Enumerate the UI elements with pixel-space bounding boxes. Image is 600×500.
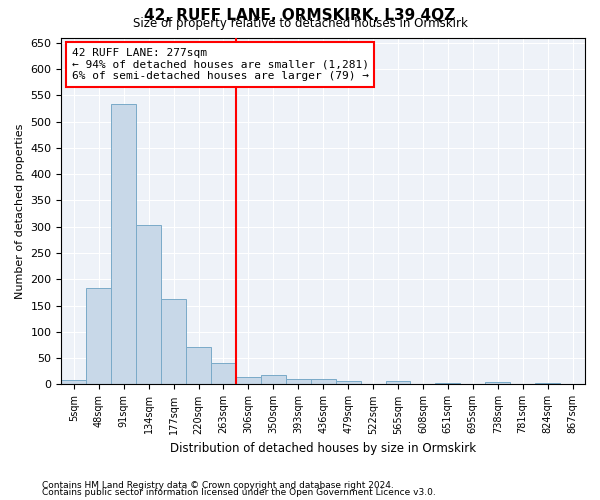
Bar bbox=[136, 225, 161, 384]
Text: Size of property relative to detached houses in Ormskirk: Size of property relative to detached ho… bbox=[133, 18, 467, 30]
Bar bbox=[311, 379, 335, 384]
Bar bbox=[61, 380, 86, 384]
Bar bbox=[111, 104, 136, 384]
Bar bbox=[535, 383, 560, 384]
Bar bbox=[86, 288, 111, 384]
Bar bbox=[211, 364, 236, 384]
Bar bbox=[485, 382, 510, 384]
Bar bbox=[436, 383, 460, 384]
X-axis label: Distribution of detached houses by size in Ormskirk: Distribution of detached houses by size … bbox=[170, 442, 476, 455]
Text: Contains HM Land Registry data © Crown copyright and database right 2024.: Contains HM Land Registry data © Crown c… bbox=[42, 480, 394, 490]
Y-axis label: Number of detached properties: Number of detached properties bbox=[15, 124, 25, 298]
Bar bbox=[236, 377, 261, 384]
Bar bbox=[386, 382, 410, 384]
Bar bbox=[286, 379, 311, 384]
Bar bbox=[186, 346, 211, 385]
Bar bbox=[261, 375, 286, 384]
Text: 42, RUFF LANE, ORMSKIRK, L39 4QZ: 42, RUFF LANE, ORMSKIRK, L39 4QZ bbox=[145, 8, 455, 22]
Bar bbox=[161, 300, 186, 384]
Text: Contains public sector information licensed under the Open Government Licence v3: Contains public sector information licen… bbox=[42, 488, 436, 497]
Bar bbox=[335, 381, 361, 384]
Text: 42 RUFF LANE: 277sqm
← 94% of detached houses are smaller (1,281)
6% of semi-det: 42 RUFF LANE: 277sqm ← 94% of detached h… bbox=[72, 48, 369, 81]
